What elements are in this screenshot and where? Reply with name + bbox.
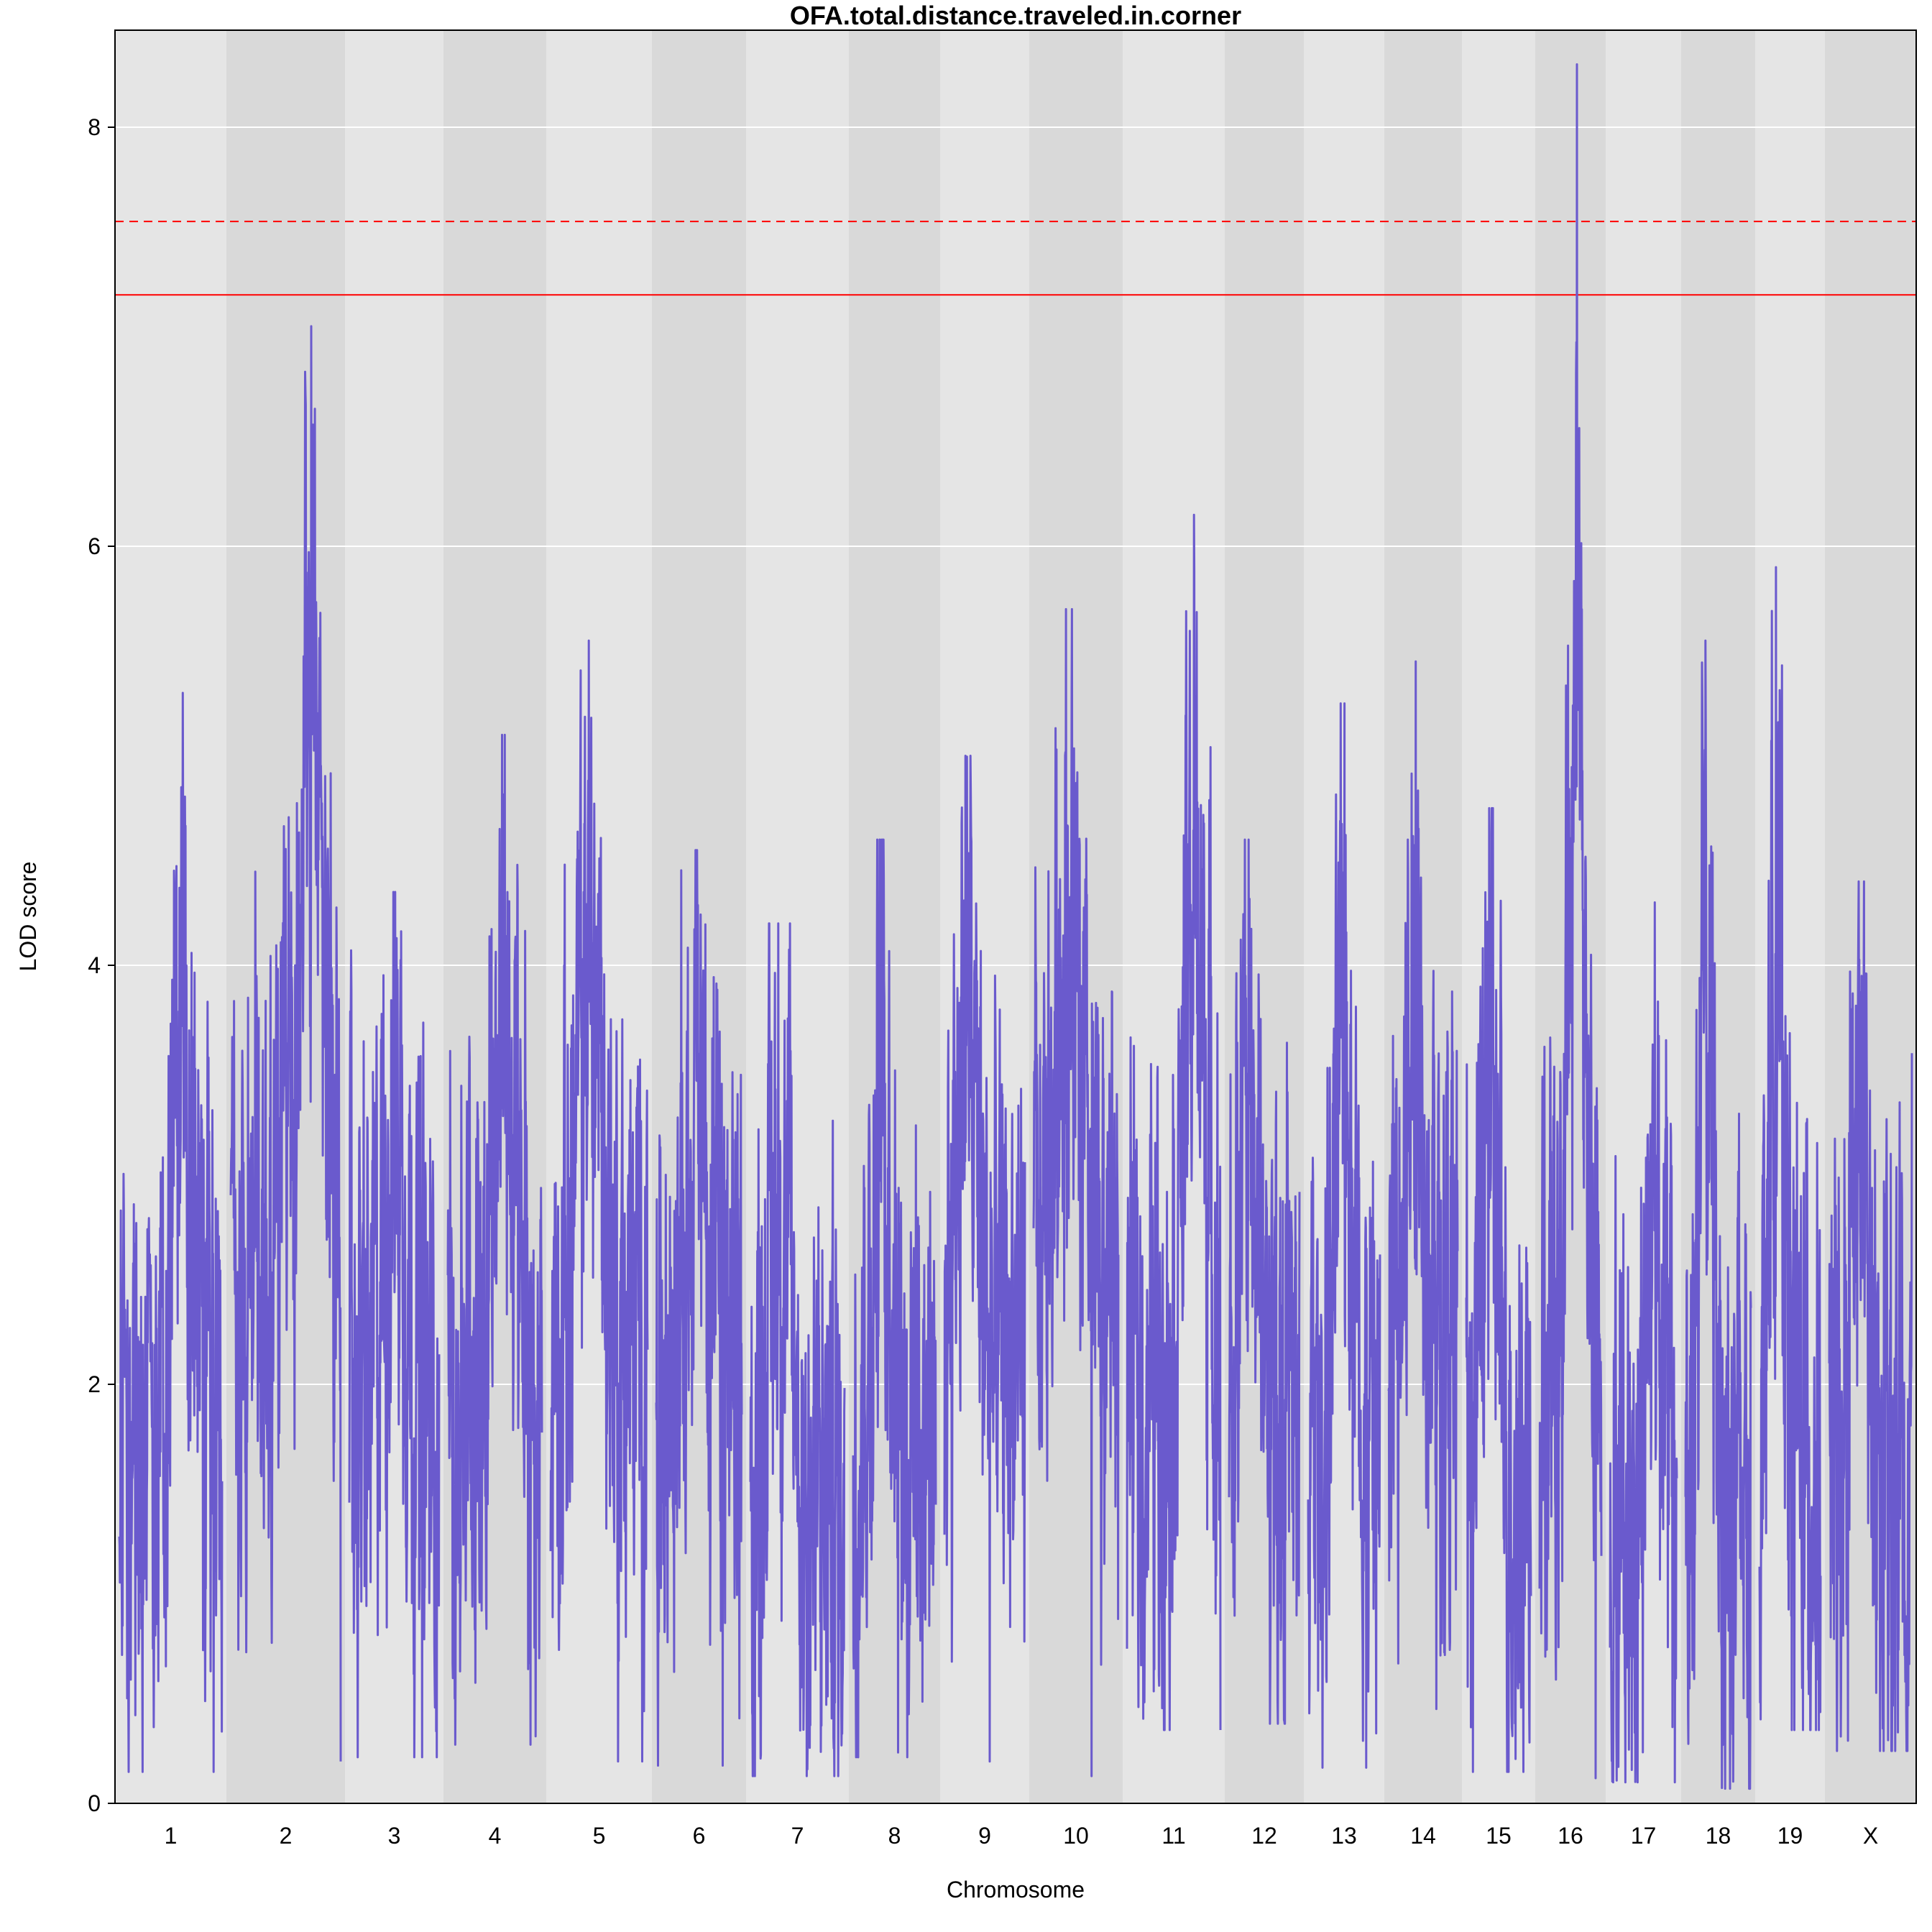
x-tick-label: 6 <box>693 1823 706 1849</box>
lod-trace-chr-8 <box>852 838 937 1759</box>
chromosome-band <box>940 30 1029 1803</box>
y-tick-label: 4 <box>88 952 101 978</box>
lod-trace-chr-17 <box>1609 901 1678 1784</box>
x-tick-label: 1 <box>165 1823 178 1849</box>
x-tick-label: 18 <box>1706 1823 1731 1849</box>
x-tick-label: 15 <box>1486 1823 1512 1849</box>
x-tick-label: 17 <box>1631 1823 1657 1849</box>
y-tick-label: 8 <box>88 114 101 140</box>
lod-trace-chr-10 <box>1032 608 1120 1777</box>
x-tick-label: 7 <box>791 1823 804 1849</box>
x-tick-label: 5 <box>593 1823 606 1849</box>
lod-trace-chr-1 <box>118 691 224 1773</box>
plot-border <box>114 29 1917 1804</box>
x-tick-label: 10 <box>1063 1823 1089 1849</box>
threshold-lines <box>115 221 1916 296</box>
x-tick-label: 4 <box>489 1823 502 1849</box>
x-tick-label: 14 <box>1410 1823 1436 1849</box>
lod-trace-chr-7 <box>749 922 846 1777</box>
x-tick-label: 16 <box>1558 1823 1583 1849</box>
y-tick-label: 6 <box>88 533 101 559</box>
x-tick-label: 12 <box>1251 1823 1277 1849</box>
lod-trace-chr-2 <box>229 325 342 1762</box>
lod-trace-chr-4 <box>446 733 543 1746</box>
x-axis-tick-labels: 1 2 3 4 5 6 7 8 9 10 11 12 13 14 15 16 17 18 19 X <box>165 1823 1879 1849</box>
lod-trace-chr-5 <box>549 639 649 1763</box>
x-tick-label: 8 <box>888 1823 901 1849</box>
x-tick-label: 11 <box>1162 1823 1185 1849</box>
y-tick-label: 0 <box>88 1790 101 1816</box>
lod-trace-chr-11 <box>1126 513 1222 1731</box>
lod-trace-chr-18 <box>1684 639 1752 1790</box>
x-tick-label: X <box>1863 1823 1878 1849</box>
y-axis-label: LOD score <box>15 862 41 972</box>
lod-trace-chr-X <box>1828 880 1913 1752</box>
x-axis-label: Chromosome <box>947 1877 1085 1903</box>
y-axis-ticks: 0 2 4 6 8 <box>88 114 115 1816</box>
lod-trace-chr-3 <box>348 891 441 1759</box>
lod-trace-chr-15 <box>1465 806 1532 1773</box>
x-tick-label: 2 <box>280 1823 293 1849</box>
lod-trace-chr-16 <box>1538 63 1603 1780</box>
lod-series <box>118 63 1913 1790</box>
chart-title: OFA.total.distance.traveled.in.corner <box>790 1 1241 30</box>
lod-trace-chr-12 <box>1228 838 1301 1725</box>
x-tick-label: 9 <box>978 1823 991 1849</box>
x-tick-label: 13 <box>1331 1823 1357 1849</box>
lod-trace-chr-13 <box>1307 702 1381 1769</box>
chromosome-band <box>115 30 226 1803</box>
lod-trace-chr-9 <box>943 755 1026 1763</box>
chromosome-band <box>1225 30 1304 1803</box>
lod-trace-chr-14 <box>1387 660 1459 1711</box>
lod-trace-chr-6 <box>655 849 743 1767</box>
y-tick-label: 2 <box>88 1371 101 1397</box>
lod-trace-chr-19 <box>1758 566 1822 1731</box>
x-tick-label: 3 <box>388 1823 401 1849</box>
x-tick-label: 19 <box>1777 1823 1803 1849</box>
